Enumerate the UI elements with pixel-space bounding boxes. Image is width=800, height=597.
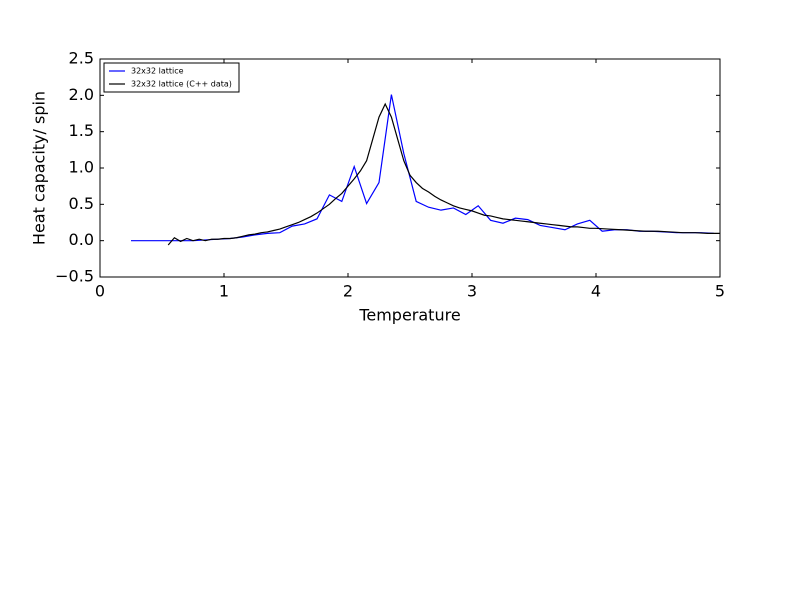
y-tick-label: 1.0: [69, 158, 94, 177]
y-tick-label: 0.5: [69, 194, 94, 213]
series-line: [167, 102, 720, 246]
y-tick-label: 0.0: [69, 230, 94, 249]
y-tick-label: 1.5: [69, 121, 94, 140]
x-axis-label: Temperature: [358, 306, 460, 325]
legend-label: 32x32 lattice: [131, 67, 184, 76]
x-tick-label: 3: [467, 282, 477, 301]
legend-label: 32x32 lattice (C++ data): [131, 80, 232, 89]
y-tick-label: −0.5: [55, 267, 94, 286]
x-tick-label: 2: [343, 282, 353, 301]
plot-area: [131, 94, 720, 246]
x-tick-label: 1: [219, 282, 229, 301]
x-tick-label: 0: [95, 282, 105, 301]
y-tick-label: 2.0: [69, 85, 94, 104]
series-line: [131, 94, 714, 242]
y-axis-label: Heat capacity/ spin: [30, 91, 49, 245]
y-tick-label: 2.5: [69, 49, 94, 68]
legend-box: [103, 62, 240, 93]
x-tick-label: 4: [591, 282, 601, 301]
axes-frame: [99, 58, 721, 278]
x-tick-label: 5: [715, 282, 725, 301]
